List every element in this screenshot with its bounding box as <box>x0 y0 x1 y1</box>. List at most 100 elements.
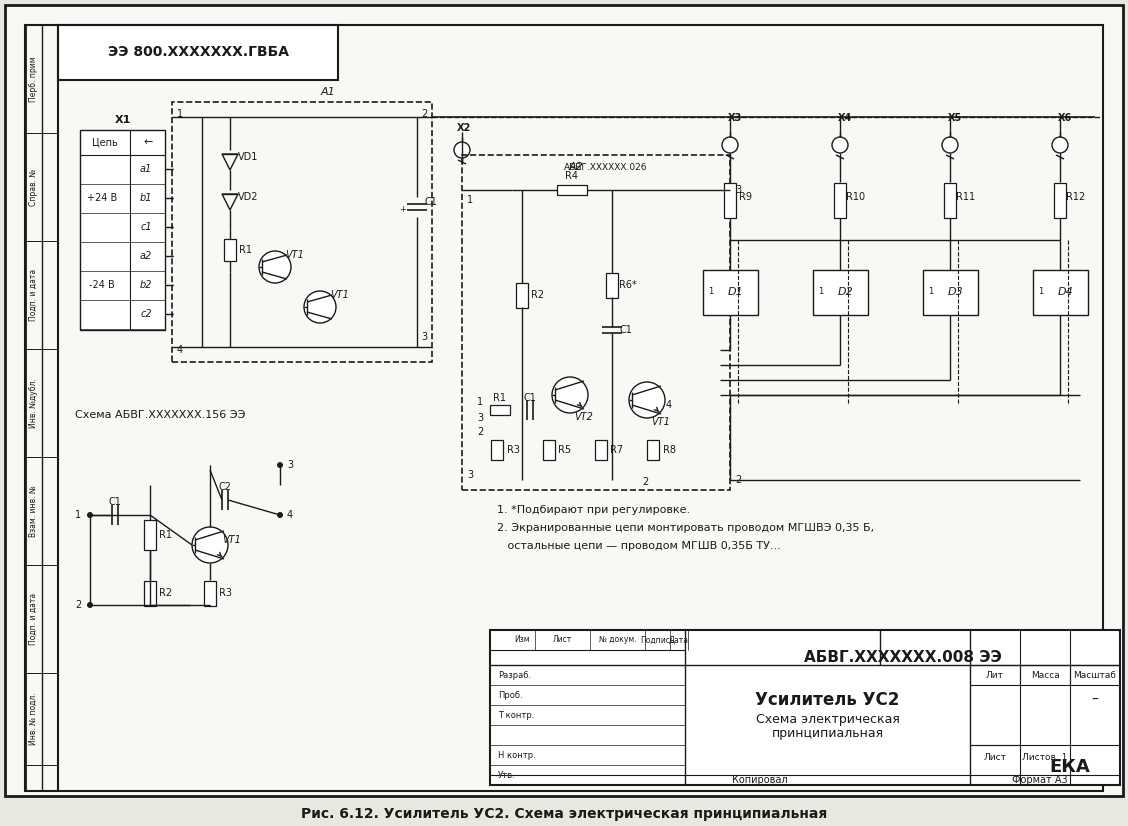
Text: R7: R7 <box>610 445 624 455</box>
Bar <box>594 440 607 460</box>
Text: C1: C1 <box>108 497 122 507</box>
Text: c2: c2 <box>140 309 152 319</box>
Bar <box>647 440 659 460</box>
Text: R3: R3 <box>220 588 232 598</box>
Text: X3: X3 <box>728 113 742 123</box>
Circle shape <box>1052 137 1068 153</box>
Bar <box>80 130 165 330</box>
Text: Рис. 6.12. Усилитель УС2. Схема электрическая принципиальная: Рис. 6.12. Усилитель УС2. Схема электрич… <box>301 807 827 821</box>
Bar <box>834 183 846 217</box>
Text: VT1: VT1 <box>285 250 305 260</box>
Text: Дата: Дата <box>669 635 689 644</box>
Text: Инв. № подл.: Инв. № подл. <box>28 693 37 745</box>
Circle shape <box>87 512 92 518</box>
Text: X5: X5 <box>948 113 962 123</box>
Bar <box>543 440 555 460</box>
Text: 2: 2 <box>421 109 428 119</box>
Text: 1: 1 <box>818 287 823 297</box>
Circle shape <box>832 137 848 153</box>
Bar <box>1054 183 1066 217</box>
Bar <box>1032 270 1087 315</box>
Text: -24 В: -24 В <box>89 280 115 290</box>
Text: 3: 3 <box>467 470 473 480</box>
Bar <box>703 270 758 315</box>
Text: Цепь: Цепь <box>92 137 117 147</box>
Text: R10: R10 <box>846 192 865 202</box>
Text: Схема электрическая: Схема электрическая <box>756 714 899 727</box>
Text: R2: R2 <box>531 290 545 300</box>
Text: A2: A2 <box>569 162 583 172</box>
Text: Н контр.: Н контр. <box>497 751 536 759</box>
Circle shape <box>277 512 283 518</box>
Text: Лист: Лист <box>553 635 572 644</box>
Text: ЕКА: ЕКА <box>1050 758 1091 776</box>
Text: C1: C1 <box>619 325 633 335</box>
Text: 1: 1 <box>467 195 473 205</box>
Text: Лист: Лист <box>984 752 1006 762</box>
Text: 1: 1 <box>1038 287 1043 297</box>
Text: Разраб.: Разраб. <box>497 671 531 680</box>
Text: 4: 4 <box>287 510 293 520</box>
Bar <box>144 581 156 605</box>
Bar <box>58 25 338 80</box>
Circle shape <box>453 142 470 158</box>
Bar <box>515 282 528 307</box>
Text: ←: ← <box>143 137 152 147</box>
Text: Справ. №: Справ. № <box>28 169 37 206</box>
Bar <box>923 270 978 315</box>
Text: c1: c1 <box>140 222 152 232</box>
Text: D1: D1 <box>729 287 743 297</box>
Text: 2: 2 <box>734 475 741 485</box>
Text: АБВГ.XXXXXX.026: АБВГ.XXXXXX.026 <box>564 163 647 172</box>
Text: C1: C1 <box>424 197 438 207</box>
Circle shape <box>305 291 336 323</box>
Text: № докум.: № докум. <box>599 635 636 644</box>
Text: Листов  1: Листов 1 <box>1022 752 1068 762</box>
Bar <box>944 183 957 217</box>
Text: Подп. и дата: Подп. и дата <box>28 593 37 645</box>
Bar <box>224 239 236 261</box>
Text: VT1: VT1 <box>652 417 670 427</box>
Text: R9: R9 <box>740 192 752 202</box>
Text: 1. *Подбирают при регулировке.: 1. *Подбирают при регулировке. <box>497 505 690 515</box>
Text: R2: R2 <box>159 588 173 598</box>
Bar <box>606 273 618 297</box>
Text: АБВГ.XXXXXXX.008 ЭЭ: АБВГ.XXXXXXX.008 ЭЭ <box>803 649 1002 664</box>
Text: 2: 2 <box>642 477 649 487</box>
Text: принципиальная: принципиальная <box>772 728 883 740</box>
Text: Подпись: Подпись <box>641 635 675 644</box>
Text: R1: R1 <box>159 530 173 540</box>
Circle shape <box>87 602 92 608</box>
Text: R1: R1 <box>239 245 253 255</box>
Bar <box>491 440 503 460</box>
Text: Изм: Изм <box>514 635 530 644</box>
Text: 1: 1 <box>74 510 81 520</box>
Bar <box>724 183 735 217</box>
Text: R3: R3 <box>506 445 520 455</box>
Text: VD1: VD1 <box>238 152 258 162</box>
Text: +24 В: +24 В <box>87 193 117 203</box>
Text: VT1: VT1 <box>222 535 241 545</box>
Circle shape <box>942 137 958 153</box>
Text: Перб. прим: Перб. прим <box>28 56 37 102</box>
Text: 3: 3 <box>477 413 483 423</box>
Text: Усилитель УС2: Усилитель УС2 <box>756 691 900 709</box>
Text: R4: R4 <box>565 171 579 181</box>
Text: a2: a2 <box>140 251 152 261</box>
Text: Подп. и дата: Подп. и дата <box>28 269 37 321</box>
Text: Проб.: Проб. <box>497 691 522 700</box>
Text: VD2: VD2 <box>238 192 258 202</box>
Text: Инв. №дубл.: Инв. №дубл. <box>28 378 37 428</box>
Text: 3: 3 <box>287 460 293 470</box>
Text: R6*: R6* <box>619 280 637 290</box>
Text: R8: R8 <box>662 445 676 455</box>
Text: R12: R12 <box>1066 192 1085 202</box>
Text: C1: C1 <box>523 393 537 403</box>
Text: Масштаб: Масштаб <box>1074 671 1117 680</box>
Text: Лит: Лит <box>986 671 1004 680</box>
Bar <box>490 405 510 415</box>
Text: 2: 2 <box>477 427 483 437</box>
Text: 2: 2 <box>74 600 81 610</box>
Text: 4: 4 <box>666 400 672 410</box>
Text: R5: R5 <box>558 445 572 455</box>
